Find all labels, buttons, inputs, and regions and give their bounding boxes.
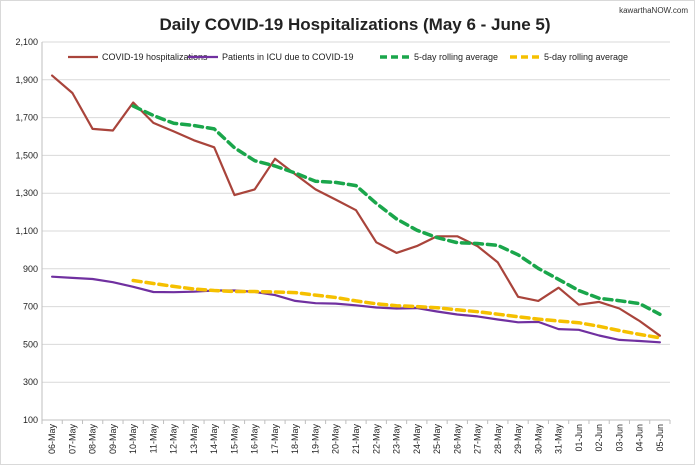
x-tick-label: 12-May bbox=[169, 424, 179, 455]
watermark: kawarthaNOW.com bbox=[619, 6, 688, 15]
x-tick-label: 01-Jun bbox=[574, 424, 584, 452]
legend-label-2: Patients in ICU due to COVID-19 bbox=[222, 52, 354, 62]
x-tick-label: 16-May bbox=[250, 424, 260, 455]
y-tick-label: 300 bbox=[23, 377, 38, 387]
y-tick-label: 1,300 bbox=[15, 188, 38, 198]
x-tick-label: 13-May bbox=[189, 424, 199, 455]
series-line-2 bbox=[51, 275, 661, 344]
x-tick-label: 30-May bbox=[533, 424, 543, 455]
x-tick-label: 29-May bbox=[513, 424, 523, 455]
y-tick-label: 2,100 bbox=[15, 37, 38, 47]
x-tick-label: 21-May bbox=[351, 424, 361, 455]
legend-label-1: COVID-19 hospitalizations bbox=[102, 52, 208, 62]
y-tick-label: 900 bbox=[23, 264, 38, 274]
x-tick-label: 20-May bbox=[331, 424, 341, 455]
x-tick-label: 04-Jun bbox=[635, 424, 645, 452]
series-line-3 bbox=[131, 104, 662, 317]
x-tick-label: 14-May bbox=[209, 424, 219, 455]
axes bbox=[41, 42, 671, 424]
y-tick-label: 500 bbox=[23, 339, 38, 349]
x-tick-label: 08-May bbox=[88, 424, 98, 455]
grid-lines bbox=[42, 41, 670, 421]
series-lines bbox=[51, 74, 662, 344]
x-tick-label: 07-May bbox=[67, 424, 77, 455]
x-tick-label: 11-May bbox=[148, 424, 158, 454]
y-tick-label: 1,100 bbox=[15, 226, 38, 236]
x-tick-label: 17-May bbox=[270, 424, 280, 455]
x-tick-label: 22-May bbox=[371, 424, 381, 455]
legend-label-4: 5-day rolling average bbox=[544, 52, 628, 62]
x-tick-label: 25-May bbox=[432, 424, 442, 455]
y-tick-label: 700 bbox=[23, 302, 38, 312]
y-tick-label: 1,500 bbox=[15, 150, 38, 160]
y-tick-label: 1,700 bbox=[15, 113, 38, 123]
x-tick-label: 05-Jun bbox=[655, 424, 665, 452]
y-tick-label: 1,900 bbox=[15, 75, 38, 85]
x-tick-label: 28-May bbox=[493, 424, 503, 455]
x-tick-label: 09-May bbox=[108, 424, 118, 455]
chart-title: Daily COVID-19 Hospitalizations (May 6 -… bbox=[159, 15, 550, 34]
series-line-1 bbox=[51, 74, 661, 337]
x-tick-label: 18-May bbox=[290, 424, 300, 455]
x-tick-label: 31-May bbox=[554, 424, 564, 455]
legend-label-3: 5-day rolling average bbox=[414, 52, 498, 62]
x-tick-label: 10-May bbox=[128, 424, 138, 455]
series-line-4 bbox=[131, 278, 662, 340]
x-tick-label: 02-Jun bbox=[594, 424, 604, 452]
x-tick-label: 27-May bbox=[473, 424, 483, 455]
x-tick-label: 19-May bbox=[310, 424, 320, 455]
x-tick-label: 24-May bbox=[412, 424, 422, 455]
x-tick-label: 03-Jun bbox=[614, 424, 624, 452]
x-tick-label: 23-May bbox=[392, 424, 402, 455]
y-tick-labels: 100 300 500 700 900 1,100 1,300 1,500 1,700 1,900… bbox=[15, 37, 38, 425]
x-tick-label: 26-May bbox=[452, 424, 462, 455]
x-tick-label: 06-May bbox=[47, 424, 57, 455]
y-tick-label: 100 bbox=[23, 415, 38, 425]
legend: COVID-19 hospitalizations Patients in ICU… bbox=[68, 52, 628, 62]
x-tick-labels: 06-May 07-May 08-May 09-May 10-May 11-May 12-M… bbox=[47, 424, 665, 455]
x-tick-label: 15-May bbox=[229, 424, 239, 455]
